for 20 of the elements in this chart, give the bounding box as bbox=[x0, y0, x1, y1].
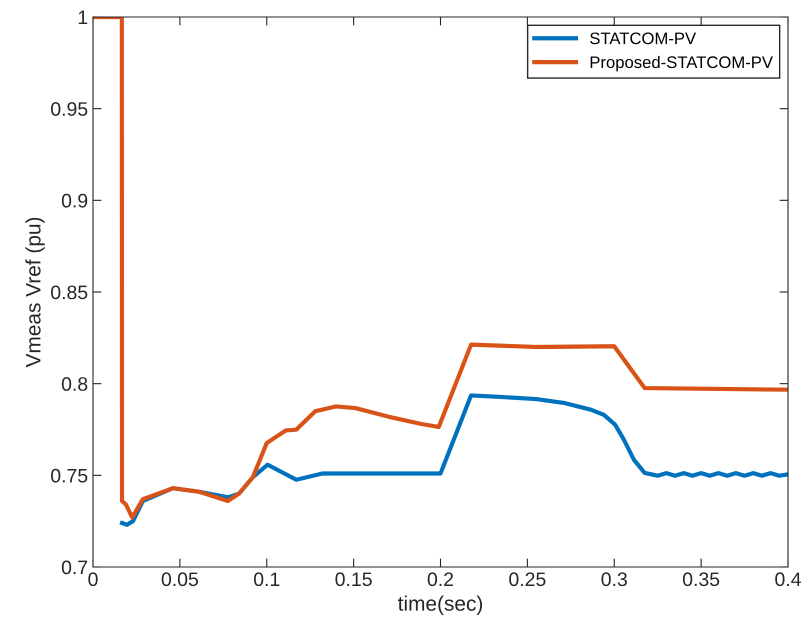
x-tick-label: 0 bbox=[88, 572, 98, 586]
y-tick-label: 0.9 bbox=[62, 194, 88, 208]
y-tick-label: 0.75 bbox=[51, 468, 88, 483]
y-tick-label: 0.7 bbox=[62, 560, 88, 574]
x-tick-label: 0.35 bbox=[682, 572, 720, 586]
x-tick-label: 0.1 bbox=[254, 572, 280, 586]
y-tick-label: 0.95 bbox=[51, 102, 88, 116]
x-tick-label: 0.15 bbox=[335, 572, 372, 586]
x-axis-title: time(sec) bbox=[398, 596, 482, 615]
x-tick-label: 0.05 bbox=[162, 572, 198, 586]
legend-label: STATCOM-PV bbox=[590, 32, 696, 44]
x-tick-label: 0.2 bbox=[428, 572, 454, 586]
y-tick-label: 0.85 bbox=[51, 285, 88, 300]
y-tick-label: 1 bbox=[78, 10, 88, 24]
legend-label: Proposed-STATCOM-PV bbox=[590, 56, 773, 72]
y-axis-title: Vmeas Vref (pu) bbox=[25, 218, 45, 368]
x-tick-label: 0.4 bbox=[775, 572, 801, 586]
y-tick-label: 0.8 bbox=[62, 377, 88, 391]
x-tick-label: 0.25 bbox=[509, 572, 546, 586]
x-tick-label: 0.3 bbox=[601, 572, 627, 586]
